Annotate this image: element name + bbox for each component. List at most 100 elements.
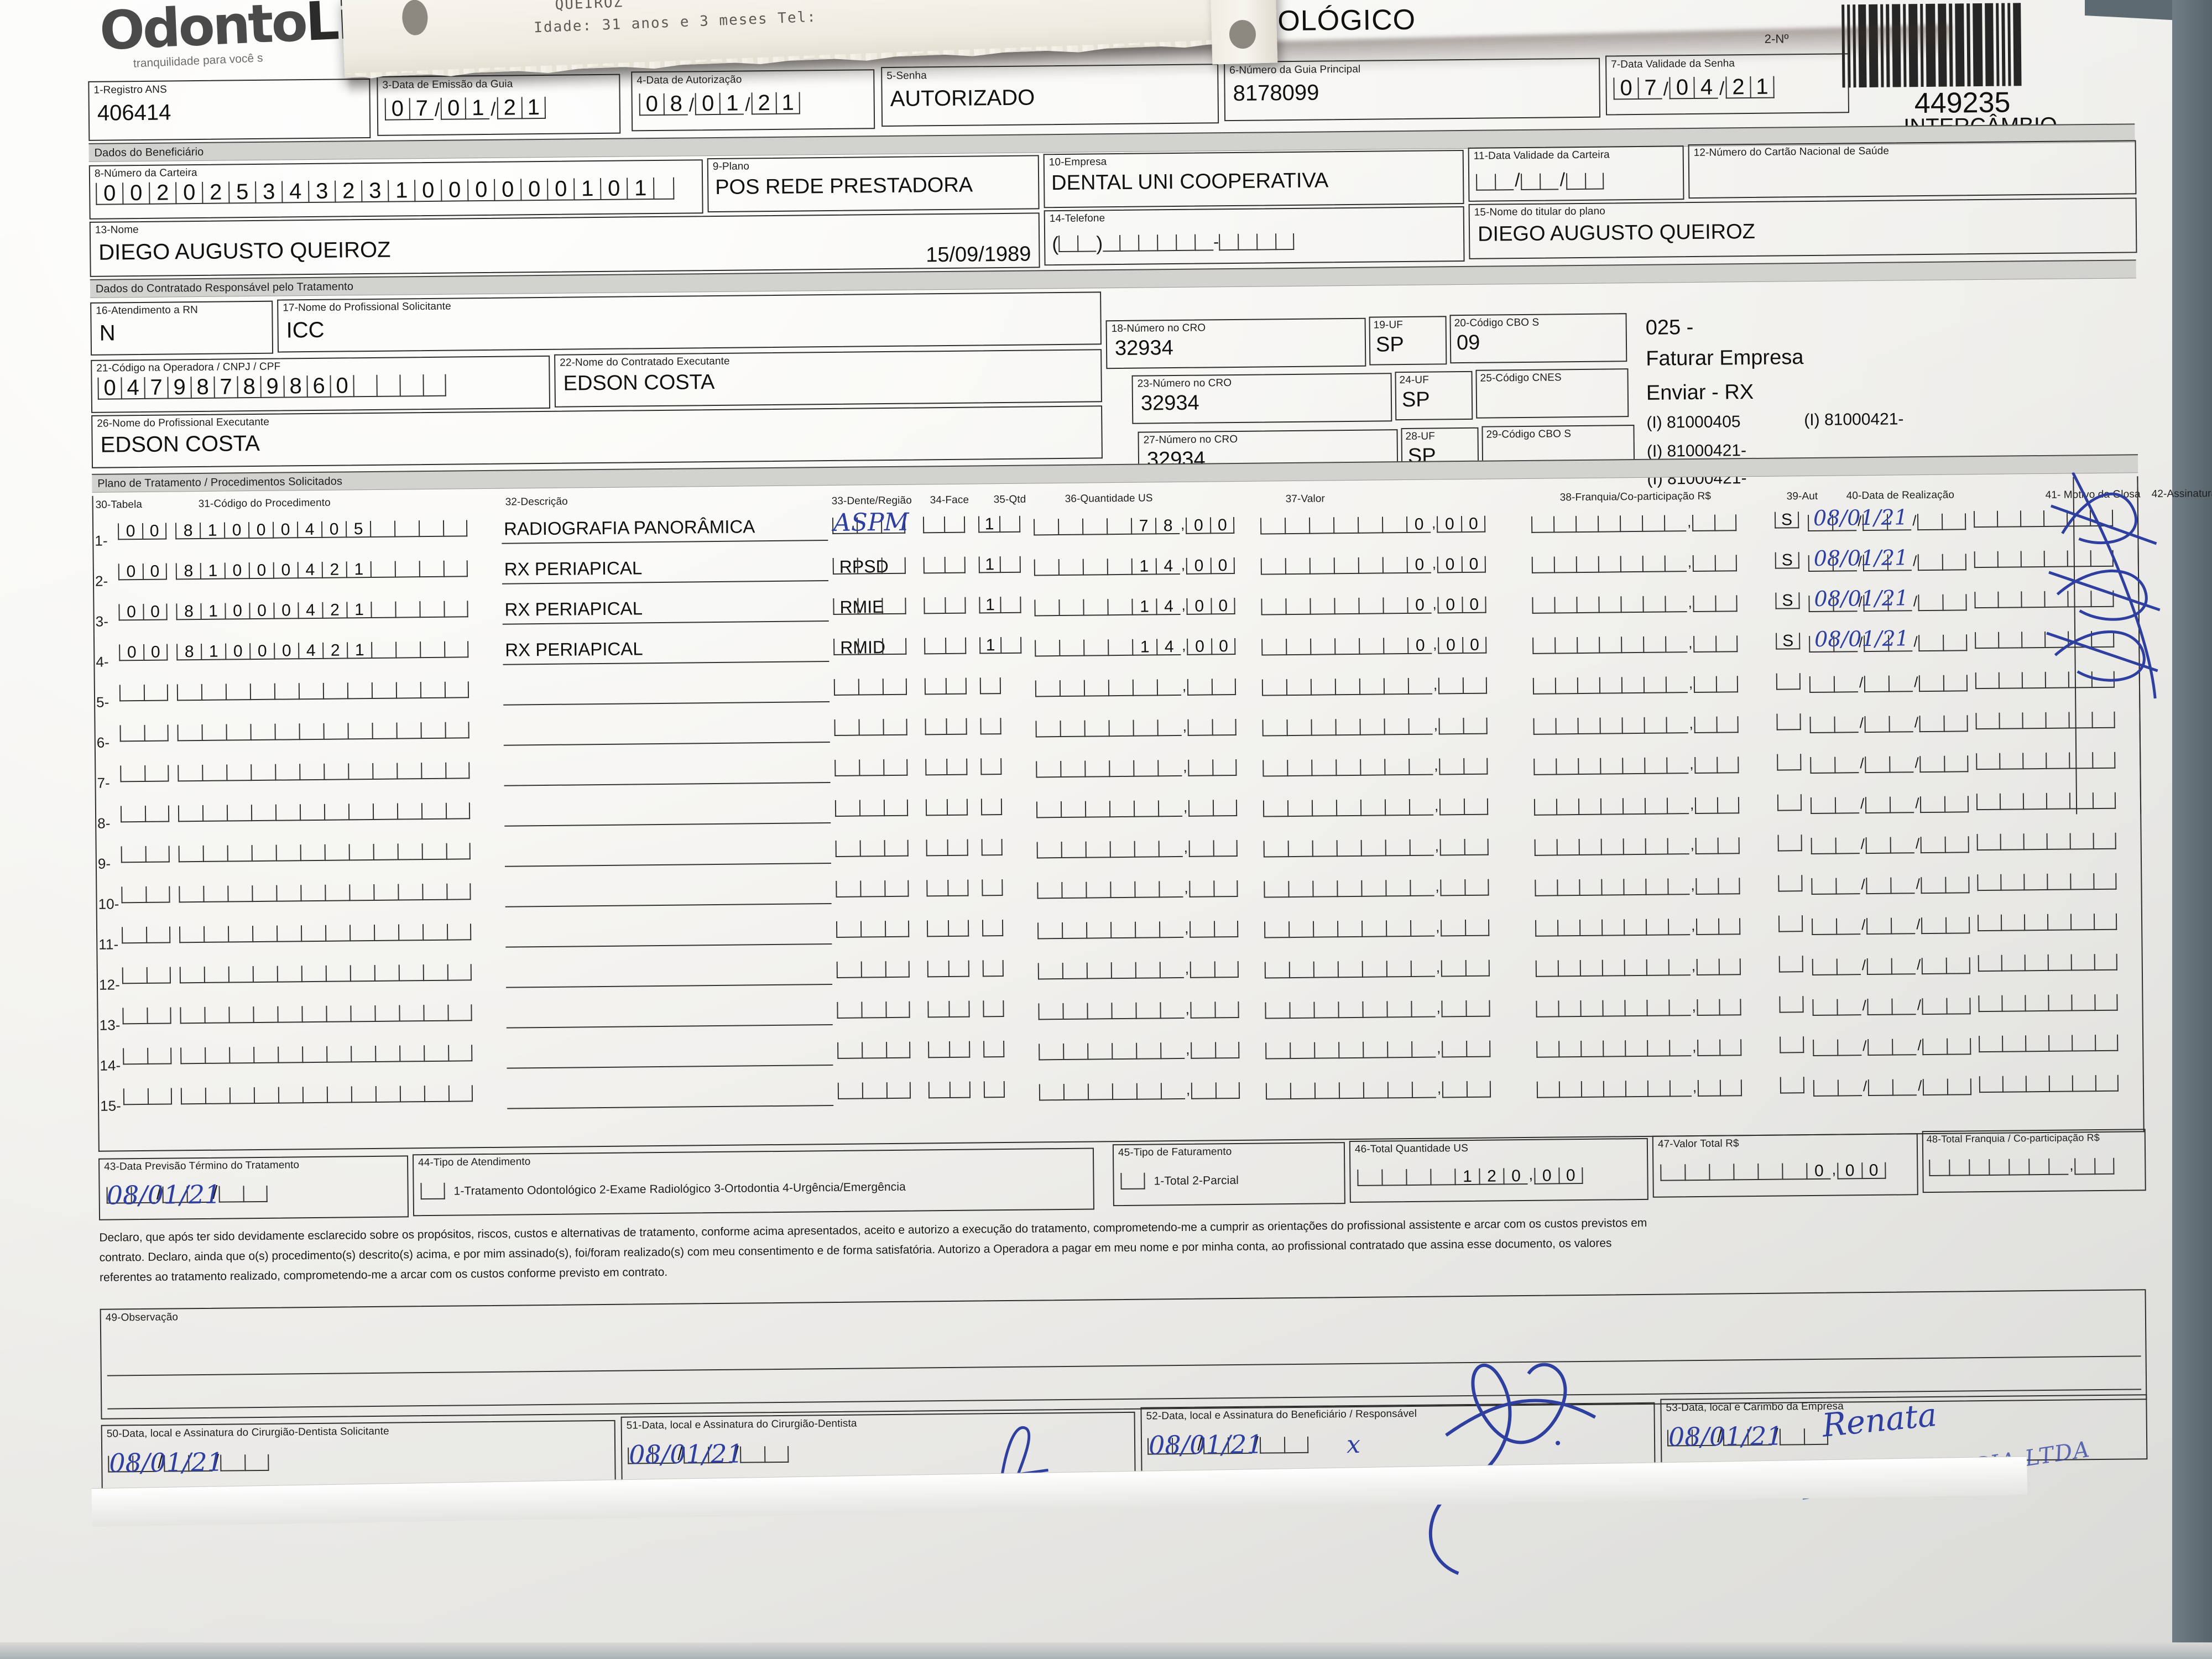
row-number: 9- [97, 855, 111, 872]
side-note-line-1: 025 - [1645, 316, 1694, 340]
cell-dente-comb [837, 1001, 910, 1019]
row-number: 12- [98, 976, 121, 993]
field-27-label: 27-Número no CRO [1143, 433, 1238, 446]
desk-surface-bottom [0, 1642, 2212, 1659]
handwritten-data-realizacao: 08/01/21 [1814, 586, 1909, 611]
handwritten-f51-date: 08/01/21 [628, 1438, 744, 1470]
col-header-30-tabela: 30-Tabela [95, 498, 143, 511]
cell-dente-comb [836, 961, 910, 978]
field-43-label: 43-Data Previsão Término do Tratamento [104, 1159, 300, 1173]
field-24-uf[interactable]: 24-UF SP [1395, 371, 1473, 421]
cell-dente-comb [832, 557, 906, 575]
note-text-line-2: QUEIROZ [555, 0, 624, 13]
descricao-rule [503, 701, 830, 706]
row-number: 1- [95, 532, 108, 549]
row-number: 10- [98, 895, 119, 912]
field-9-plano[interactable]: 9-Plano POS REDE PRESTADORA [707, 155, 1040, 213]
side-note-line-2: Faturar Empresa [1646, 346, 1804, 371]
dental-insurance-form: OdontoLife tranquilidade para você s OLÓ… [22, 0, 2212, 1575]
side-note-line-3: Enviar - RX [1646, 380, 1754, 405]
field-13-nome[interactable]: 13-Nome DIEGO AUGUSTO QUEIROZ 15/09/1989 [89, 212, 1040, 277]
field-46-label: 46-Total Quantidade US [1354, 1142, 1469, 1155]
field-23-value: 32934 [1140, 391, 1199, 415]
col-header-33-dente-regiao: 33-Dente/Região [831, 494, 912, 507]
field-12-cartao-nacional-saude[interactable]: 12-Número do Cartão Nacional de Saúde [1688, 140, 2137, 199]
field-44-tipo-atendimento[interactable]: 44-Tipo de Atendimento 1-Tratamento Odon… [412, 1147, 1094, 1217]
field-6-value: 8178099 [1233, 80, 1319, 106]
field-45-tipo-faturamento[interactable]: 45-Tipo de Faturamento 1-Total 2-Parcial [1112, 1142, 1345, 1207]
col-header-35-qtd: 35-Qtd [993, 493, 1026, 506]
band-dados-contratado-label: Dados do Contratado Responsável pelo Tra… [95, 280, 354, 295]
field-26-label: 26-Nome do Profissional Executante [97, 416, 270, 430]
descricao-rule [502, 580, 829, 585]
field-15-titular-plano[interactable]: 15-Nome do titular do plano DIEGO AUGUST… [1468, 197, 2137, 259]
field-48-value: , [1929, 1155, 2115, 1176]
field-23-numero-cro[interactable]: 23-Número no CRO 32934 [1131, 373, 1392, 424]
handwritten-data-realizacao: 08/01/21 [1814, 626, 1910, 651]
field-20-codigo-cbo-s[interactable]: 20-Código CBO S 09 [1449, 313, 1627, 364]
field-24-label: 24-UF [1399, 374, 1430, 387]
field-22-contratado-executante[interactable]: 22-Nome do Contratado Executante EDSON C… [554, 349, 1102, 408]
cell-dente-comb [833, 678, 907, 696]
handwritten-f50-date: 08/01/21 [109, 1447, 224, 1478]
field-17-label: 17-Nome do Profissional Solicitante [283, 300, 451, 314]
form-title-fragment: OLÓGICO [1277, 3, 1416, 38]
field-15-label: 15-Nome do titular do plano [1474, 205, 1605, 218]
field-23-label: 23-Número no CRO [1137, 377, 1232, 390]
field-9-value: POS REDE PRESTADORA [715, 173, 973, 199]
observacao-rule-1 [107, 1355, 2141, 1376]
procedures-table: 30-Tabela 31-Código do Procedimento 32-D… [92, 476, 2212, 1152]
cell-dente-comb [835, 839, 909, 857]
field-18-numero-cro[interactable]: 18-Número no CRO 32934 [1105, 317, 1366, 369]
signature-column-border [2073, 476, 2142, 815]
field-16-value: N [99, 321, 116, 346]
field-18-label: 18-Número no CRO [1111, 322, 1206, 335]
field-19-label: 19-UF [1373, 319, 1404, 331]
field-49-label: 49-Observação [105, 1311, 179, 1324]
side-note-line-4: (I) 81000405 [1646, 413, 1741, 432]
field-16-atendimento-rn[interactable]: 16-Atendimento a RN N [90, 300, 274, 356]
cell-dente-comb [834, 759, 908, 776]
field-48-total-franquia[interactable]: 48-Total Franquia / Co-participação R$ , [1922, 1129, 2146, 1193]
descricao-rule [506, 1024, 833, 1029]
descricao-rule [505, 943, 832, 948]
cell-descricao: RADIOGRAFIA PANORÂMICA [503, 516, 755, 539]
cell-dente-comb [837, 1041, 911, 1059]
field-10-value: DENTAL UNI COOPERATIVA [1051, 169, 1329, 195]
descricao-rule [502, 540, 828, 544]
field-26-profissional-executante[interactable]: 26-Nome do Profissional Executante EDSON… [91, 405, 1103, 468]
descricao-rule [503, 661, 830, 665]
side-note-line-5: (I) 81000421- [1804, 410, 1904, 430]
field-47-label: 47-Valor Total R$ [1657, 1138, 1739, 1150]
field-45-options: 1-Total 2-Parcial [1154, 1173, 1239, 1188]
field-17-profissional-solicitante[interactable]: 17-Nome do Profissional Solicitante ICC [277, 291, 1102, 353]
cell-dente-comb [837, 1082, 911, 1099]
cell-descricao: RX PERIAPICAL [504, 557, 643, 580]
field-18-value: 32934 [1114, 336, 1173, 361]
col-header-40-data-realizacao: 40-Data de Realização [1846, 489, 1955, 502]
row-number: 13- [99, 1016, 121, 1034]
field-19-uf[interactable]: 19-UF SP [1369, 316, 1447, 366]
field-14-telefone[interactable]: 14-Telefone ( ) - [1044, 206, 1465, 266]
row-number: 6- [96, 734, 110, 751]
field-11-data-validade-carteira[interactable]: 11-Data Validade da Carteira / / [1468, 145, 1684, 202]
cell-dente-comb [833, 638, 907, 655]
field-28-label: 28-UF [1405, 430, 1435, 443]
field-10-empresa[interactable]: 10-Empresa DENTAL UNI COOPERATIVA [1043, 149, 1464, 208]
cell-dente-comb [833, 597, 906, 615]
cell-dente-comb [834, 718, 907, 736]
field-1-registro-ans[interactable]: 1-Registro ANS 406414 [88, 78, 371, 141]
field-25-codigo-cnes[interactable]: 25-Código CNES [1475, 368, 1629, 419]
handwritten-f52-date: 08/01/21 [1148, 1429, 1263, 1460]
descricao-rule [502, 620, 829, 625]
field-53-label: 53-Data, local e Carimbo da Empresa [1666, 1400, 1844, 1414]
field-26-value: EDSON COSTA [100, 431, 260, 457]
field-52-label: 52-Data, local e Assinatura do Beneficiá… [1146, 1407, 1417, 1422]
descricao-rule [504, 782, 831, 786]
